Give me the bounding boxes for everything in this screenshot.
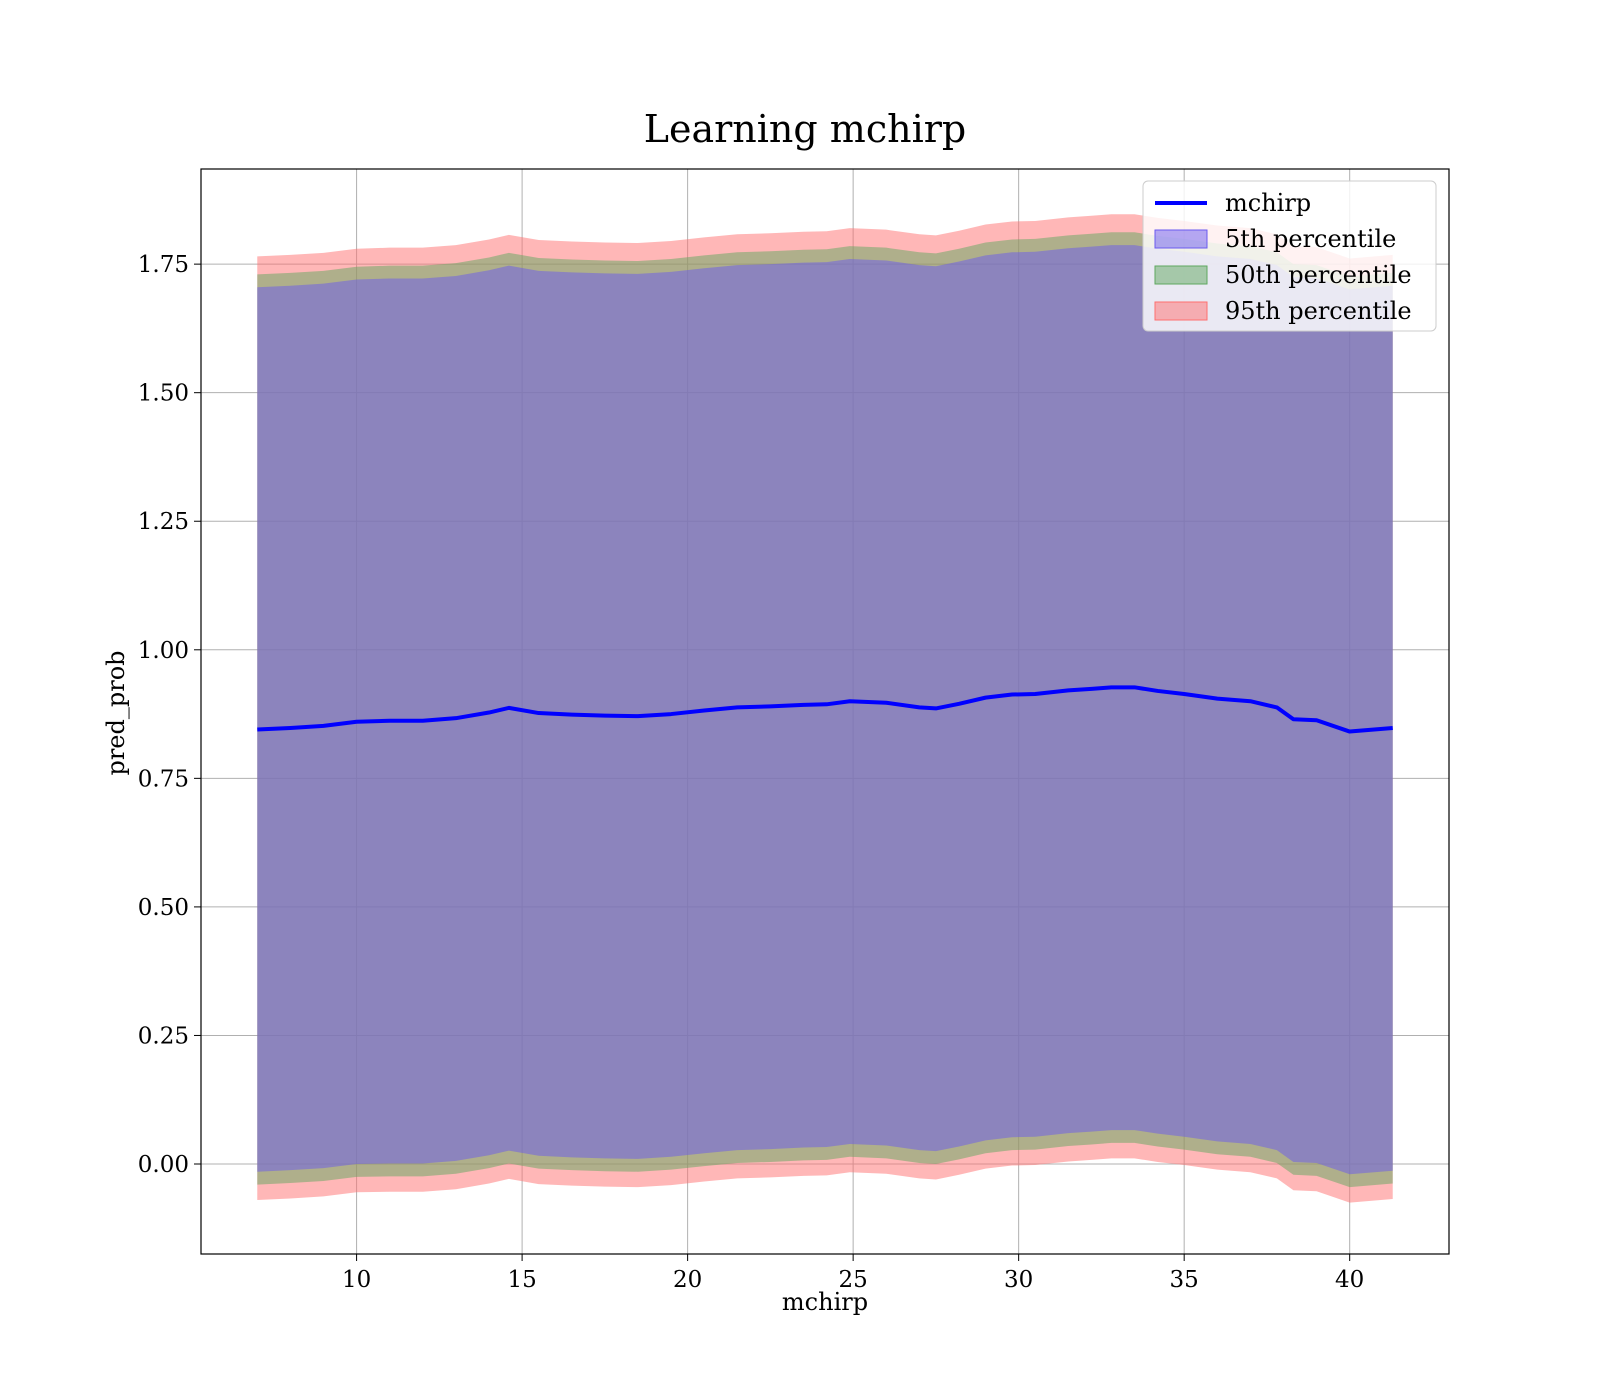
y-tick-label: 1.75	[138, 252, 189, 278]
lines	[257, 685, 1393, 734]
x-tick-label: 15	[507, 1267, 536, 1293]
x-ticks: 10 15 20 25 30 35 40	[342, 1254, 1364, 1293]
y-tick-label: 1.25	[138, 509, 189, 535]
legend-swatch	[1154, 229, 1208, 249]
x-axis-label: mchirp	[782, 1288, 868, 1316]
y-tick-label: 1.50	[138, 381, 189, 407]
bands	[257, 214, 1393, 1203]
legend-swatch	[1154, 265, 1208, 285]
x-tick-label: 30	[1004, 1267, 1033, 1293]
y-tick-label: 0.25	[138, 1023, 189, 1049]
y-ticks: 0.00 0.25 0.50 0.75 1.00 1.25 1.50 1.75	[138, 252, 201, 1178]
x-tick-label: 25	[838, 1267, 867, 1293]
y-axis-label: pred_prob	[102, 650, 130, 775]
legend-label: 5th percentile	[1225, 225, 1396, 253]
legend-label: 50th percentile	[1225, 261, 1412, 289]
y-tick-label: 0.50	[138, 895, 189, 921]
y-tick-label: 0.75	[138, 766, 189, 792]
series-line-mchirp	[257, 685, 1393, 734]
plot-frame	[200, 168, 1450, 1255]
band-5th-percentile	[257, 245, 1393, 1175]
legend-swatch	[1154, 301, 1208, 321]
legend-label: mchirp	[1225, 189, 1311, 217]
legend-label: 95th percentile	[1225, 297, 1412, 325]
x-tick-label: 20	[673, 1267, 702, 1293]
legend-box	[1142, 180, 1437, 332]
x-tick-label: 35	[1170, 1267, 1199, 1293]
y-tick-label: 0.00	[138, 1152, 189, 1178]
legend: mchirp 5th percentile 50th percentile 95th …	[1142, 180, 1437, 332]
x-tick-label: 40	[1335, 1267, 1364, 1293]
chart-title: Learning mchirp	[644, 107, 966, 151]
x-tick-label: 10	[342, 1267, 371, 1293]
y-tick-label: 1.00	[138, 638, 189, 664]
